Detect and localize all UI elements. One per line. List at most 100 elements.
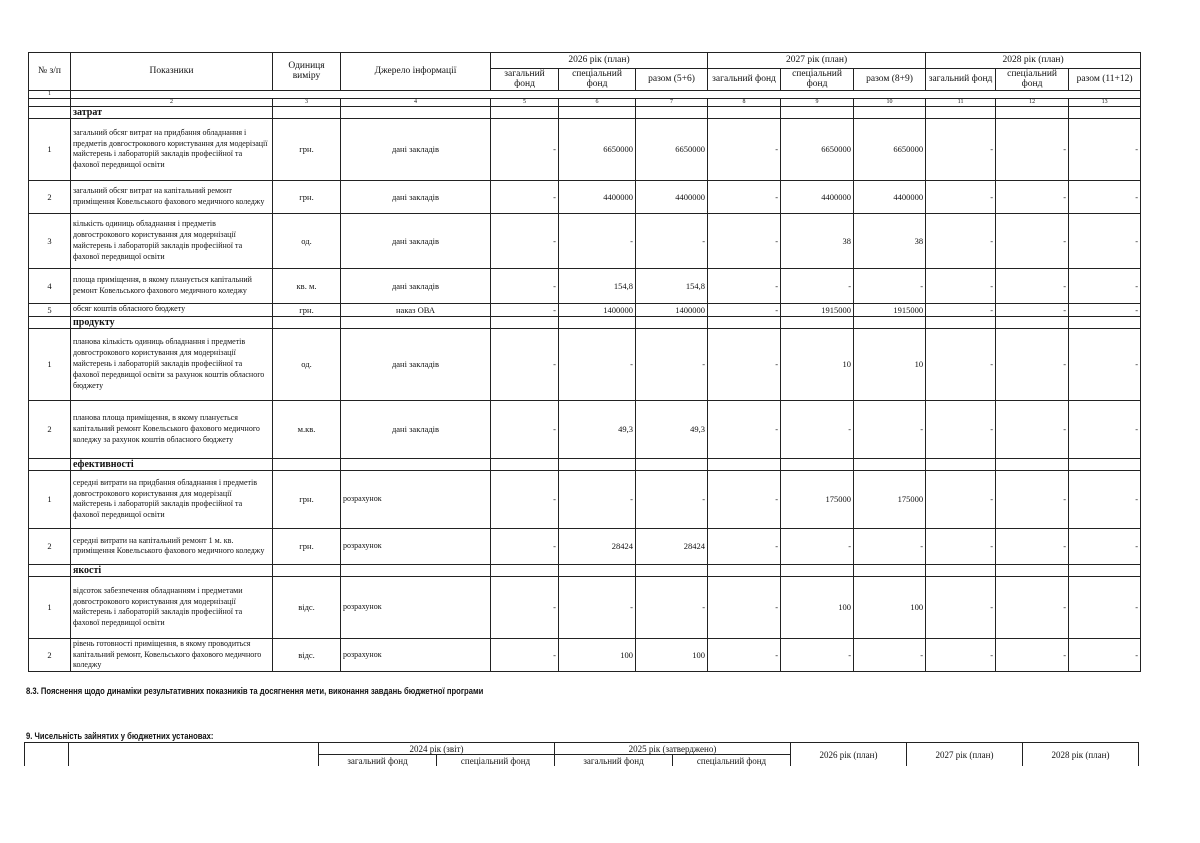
value-cell: - (925, 212, 997, 269)
value-cell: - (707, 399, 782, 459)
value-cell: - (853, 527, 927, 565)
indicator-name: площа приміщення, в якому планується кап… (70, 267, 273, 304)
value-cell: 154,8 (558, 267, 636, 304)
value-cell: - (634, 327, 709, 401)
value-cell: - (707, 575, 782, 639)
value-cell: 49,3 (634, 399, 709, 459)
col-number: 11 (925, 97, 997, 107)
empty-cell (995, 315, 1070, 329)
value-cell: - (707, 212, 782, 269)
value-cell: - (995, 179, 1070, 214)
value-cell: 38 (853, 212, 927, 269)
table-row: 2 середні витрати на капітальний ремонт 1… (28, 527, 1142, 565)
indicator-name: середні витрати на придбання обладнання … (70, 469, 273, 529)
empty-cell (853, 457, 927, 471)
value-cell: 100 (853, 575, 927, 639)
value-cell: - (490, 179, 559, 214)
value-cell: 100 (634, 637, 709, 673)
empty-cell (1068, 457, 1142, 471)
value-cell: - (1068, 302, 1142, 317)
empty-cell (272, 315, 341, 329)
section-row: продукту (28, 315, 1142, 329)
source: дані закладів (340, 399, 491, 459)
value-cell: - (1068, 575, 1142, 639)
staff-count-table: 2024 рік (звіт) 2025 рік (затверджено) 2… (24, 742, 1139, 766)
value-cell: - (1068, 527, 1142, 565)
section-row: ефективності (28, 457, 1142, 471)
value-cell: - (707, 637, 782, 673)
row-number: 4 (28, 267, 71, 304)
value-cell: 6650000 (853, 117, 927, 181)
value-cell: 175000 (853, 469, 927, 529)
indicator-name: рівень готовності приміщення, в якому пр… (70, 637, 273, 673)
source: розрахунок (340, 575, 491, 639)
value-cell: - (490, 575, 559, 639)
row-number: 3 (28, 212, 71, 269)
subheader: разом (5+6) (634, 68, 709, 91)
value-cell: - (995, 527, 1070, 565)
value-cell: - (490, 302, 559, 317)
value-cell: - (925, 469, 997, 529)
value-cell: 1915000 (780, 302, 855, 317)
col-header-2026: 2026 рік (план) (489, 52, 709, 69)
empty-cell (558, 457, 636, 471)
col-number-filler (28, 97, 71, 107)
empty-cell (490, 563, 559, 577)
source: дані закладів (340, 179, 491, 214)
staff-year-2027: 2027 рік (план) (906, 742, 1023, 766)
col-number: 6 (558, 97, 636, 107)
staff-fund: спеціальний фонд (672, 754, 791, 766)
value-cell: 4400000 (853, 179, 927, 214)
empty-cell (558, 105, 636, 119)
value-cell: - (634, 575, 709, 639)
section-row: затрат (28, 105, 1142, 119)
staff-year-2028: 2028 рік (план) (1022, 742, 1139, 766)
staff-year-2024: 2024 рік (звіт) (318, 742, 555, 755)
unit: відс. (272, 575, 341, 639)
unit: грн. (272, 179, 341, 214)
source: дані закладів (340, 212, 491, 269)
value-cell: 175000 (780, 469, 855, 529)
staff-fund: спеціальний фонд (436, 754, 555, 766)
table-row: 5 обсяг коштів обласного бюджету грн. наказ… (28, 302, 1142, 317)
source: розрахунок (340, 527, 491, 565)
value-cell: 1400000 (634, 302, 709, 317)
indicator-name: обсяг коштів обласного бюджету (70, 302, 273, 317)
empty-cell (634, 315, 709, 329)
table-row: 2 планова площа приміщення, в якому плану… (28, 399, 1142, 459)
row-number: 2 (28, 179, 71, 214)
value-cell: - (490, 212, 559, 269)
value-cell: - (490, 267, 559, 304)
empty-cell (995, 457, 1070, 471)
empty-cell (995, 105, 1070, 119)
value-cell: - (995, 575, 1070, 639)
source: дані закладів (340, 267, 491, 304)
value-cell: 4400000 (634, 179, 709, 214)
subheader: разом (11+12) (1068, 68, 1142, 91)
source: дані закладів (340, 327, 491, 401)
empty-cell (634, 563, 709, 577)
value-cell: - (780, 267, 855, 304)
empty-cell (780, 563, 855, 577)
col-number: 3 (272, 97, 341, 107)
staff-year-2026: 2026 рік (план) (790, 742, 907, 766)
value-cell: - (925, 117, 997, 181)
empty-cell (490, 457, 559, 471)
indicator-name: відсоток забезпечення обладнанням і пред… (70, 575, 273, 639)
indicator-name: загальний обсяг витрат на придбання обла… (70, 117, 273, 181)
empty-cell (853, 315, 927, 329)
value-cell: - (634, 212, 709, 269)
value-cell: - (925, 327, 997, 401)
value-cell: - (925, 267, 997, 304)
col-header-indicators: Показники (70, 52, 273, 91)
value-cell: 38 (780, 212, 855, 269)
empty-cell (853, 105, 927, 119)
value-cell: 6650000 (634, 117, 709, 181)
value-cell: - (1068, 327, 1142, 401)
empty-cell (995, 563, 1070, 577)
row-number: 1 (28, 117, 71, 181)
staff-fund: загальний фонд (554, 754, 673, 766)
col-header-unit: Одиниця виміру (272, 52, 341, 91)
subheader: спеціальний фонд (558, 68, 636, 91)
unit: грн. (272, 527, 341, 565)
